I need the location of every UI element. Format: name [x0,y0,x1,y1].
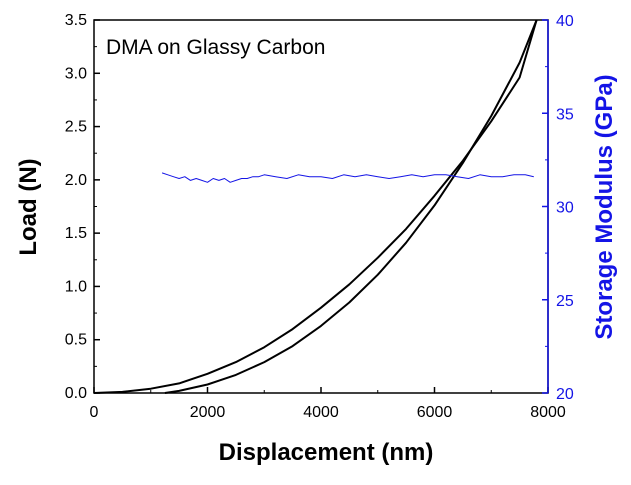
y-axis-title: Load (N) [15,158,42,255]
x-tick-label: 2000 [190,404,226,421]
y-tick-label: 2.5 [65,119,87,136]
series-line-load-2 [164,19,538,394]
bottom-axis: 0 2000 4000 6000 8000 [90,387,566,421]
y2-tick-label: 40 [556,13,574,30]
x-tick-label: 4000 [303,404,339,421]
y-tick-label: 0.5 [65,332,87,349]
right-axis: 20 25 30 35 40 [542,13,574,403]
y2-tick-label: 20 [556,386,574,403]
y2-axis-title: Storage Modulus (GPa) [591,74,618,339]
y-tick-label: 3.5 [65,12,87,29]
y-tick-label: 0.0 [65,385,87,402]
y-tick-label: 1.5 [65,225,87,242]
y-tick-label: 1.0 [65,278,87,295]
y-tick-label: 3.0 [65,65,87,82]
y2-tick-label: 35 [556,106,574,123]
x-tick-label: 6000 [417,404,453,421]
curves-layer [93,19,538,394]
y2-tick-label: 30 [556,200,574,217]
x-tick-label: 8000 [530,404,566,421]
y-tick-label: 2.0 [65,172,87,189]
x-tick-label: 0 [90,404,99,421]
left-axis: 0.0 0.5 1.0 1.5 2.0 2.5 3.0 3.5 [65,12,100,402]
plot-frame [93,19,549,394]
x-axis-title: Displacement (nm) [219,439,434,466]
series-line-load-1 [93,19,538,394]
series-line-storage-modulus [161,172,534,183]
y2-tick-label: 25 [556,293,574,310]
chart-title: DMA on Glassy Carbon [106,36,325,59]
